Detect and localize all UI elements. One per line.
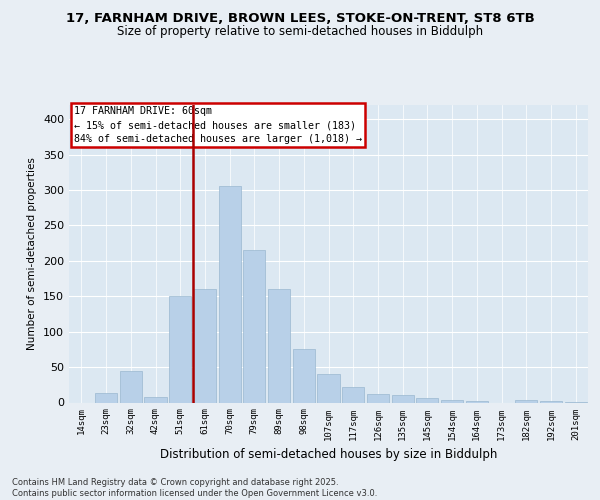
Y-axis label: Number of semi-detached properties: Number of semi-detached properties bbox=[28, 158, 37, 350]
Bar bbox=[218, 186, 241, 402]
Bar bbox=[145, 397, 167, 402]
Text: Contains HM Land Registry data © Crown copyright and database right 2025.
Contai: Contains HM Land Registry data © Crown c… bbox=[12, 478, 377, 498]
Bar bbox=[169, 296, 191, 403]
Bar bbox=[540, 401, 562, 402]
Bar bbox=[416, 398, 439, 402]
Text: Size of property relative to semi-detached houses in Biddulph: Size of property relative to semi-detach… bbox=[117, 25, 483, 38]
Bar bbox=[515, 400, 538, 402]
Text: 17, FARNHAM DRIVE, BROWN LEES, STOKE-ON-TRENT, ST8 6TB: 17, FARNHAM DRIVE, BROWN LEES, STOKE-ON-… bbox=[65, 12, 535, 26]
Bar bbox=[367, 394, 389, 402]
Bar bbox=[317, 374, 340, 402]
Bar bbox=[194, 289, 216, 403]
X-axis label: Distribution of semi-detached houses by size in Biddulph: Distribution of semi-detached houses by … bbox=[160, 448, 497, 461]
Text: 17 FARNHAM DRIVE: 60sqm
← 15% of semi-detached houses are smaller (183)
84% of s: 17 FARNHAM DRIVE: 60sqm ← 15% of semi-de… bbox=[74, 106, 362, 144]
Bar bbox=[441, 400, 463, 402]
Bar bbox=[293, 350, 315, 403]
Bar bbox=[243, 250, 265, 402]
Bar bbox=[392, 396, 414, 402]
Bar bbox=[268, 289, 290, 403]
Bar bbox=[466, 401, 488, 402]
Bar bbox=[119, 370, 142, 402]
Bar bbox=[95, 394, 117, 402]
Bar bbox=[342, 387, 364, 402]
